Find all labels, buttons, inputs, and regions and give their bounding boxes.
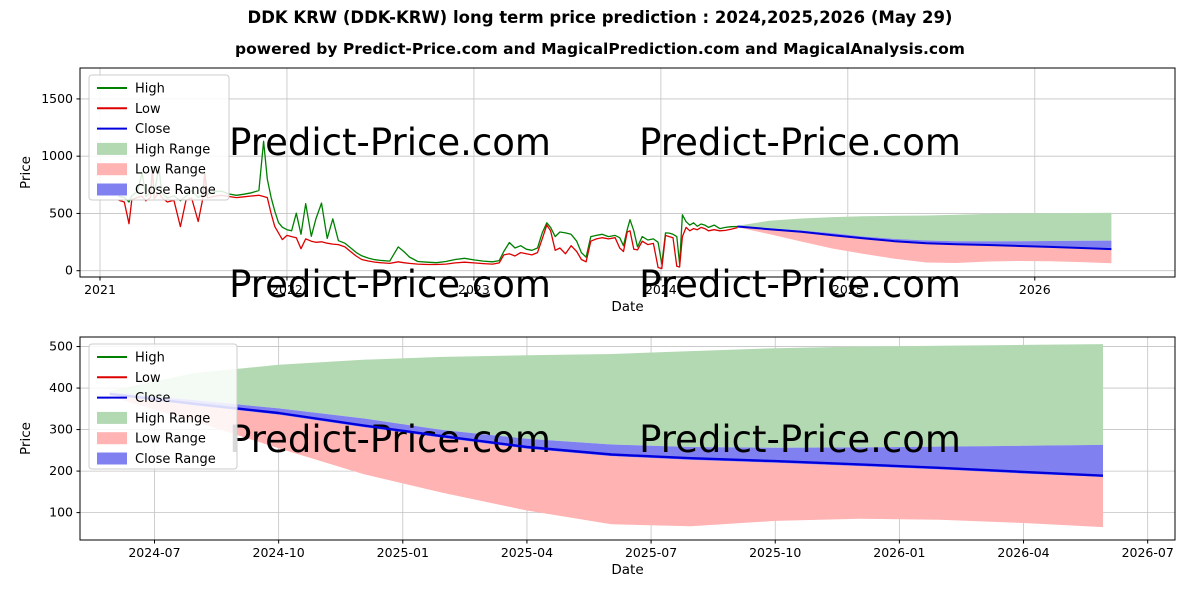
x-tick-label: 2025-07 <box>625 545 677 560</box>
legend-swatch-close-range <box>97 452 127 465</box>
x-tick-label: 2024-07 <box>128 545 180 560</box>
legend-label: High Range <box>135 411 210 426</box>
legend-item-close-range: Close Range <box>97 183 216 198</box>
legend-item-high-range: High Range <box>97 142 210 157</box>
x-tick-label: 2026 <box>1019 282 1051 297</box>
x-tick-label: 2025-04 <box>501 545 553 560</box>
figure-title: DDK KRW (DDK-KRW) long term price predic… <box>247 8 953 27</box>
legend-label: Low <box>135 371 161 386</box>
legend-label: Low Range <box>135 432 206 447</box>
y-tick-label: 1000 <box>41 148 73 163</box>
x-tick-label: 2026-01 <box>873 545 925 560</box>
legend-item-low: Low <box>97 102 161 117</box>
figure-subtitle: powered by Predict-Price.com and Magical… <box>235 40 965 58</box>
top-chart: 2021 2022 2023 2024 2025 2026 0 500 1000 1500 Pric… <box>18 67 1176 315</box>
y-tick-label: 100 <box>49 505 73 520</box>
y-tick-label: 300 <box>49 422 73 437</box>
x-tick-label: 2021 <box>84 282 116 297</box>
bottom-chart: 2024-07 2024-10 2025-01 2025-04 2025-07 2025-… <box>18 336 1176 578</box>
y-tick-label: 200 <box>49 463 73 478</box>
legend-label: High Range <box>135 142 210 157</box>
legend-item-close: Close <box>97 122 170 137</box>
legend-swatch-low-range <box>97 432 127 445</box>
x-tick-label: 2026-04 <box>997 545 1049 560</box>
legend-swatch-low-range <box>97 163 127 176</box>
watermark-text: Predict-Price.com <box>229 121 551 164</box>
x-tick-label: 2022 <box>271 282 303 297</box>
legend-label: Close <box>135 122 170 137</box>
close-line <box>737 225 1112 251</box>
legend-item-low-range: Low Range <box>97 432 206 447</box>
legend-item-high: High <box>97 351 165 366</box>
close-line <box>109 392 1104 477</box>
legend-label: Close Range <box>135 183 216 198</box>
legend-label: Close Range <box>135 452 216 467</box>
x-tick-label: 2025-01 <box>377 545 429 560</box>
legend-item-close: Close <box>97 391 170 406</box>
watermarks: Predict-Price.com Predict-Price.com Predic… <box>229 121 961 461</box>
x-tick-label: 2025-10 <box>749 545 801 560</box>
legend-item-low-range: Low Range <box>97 163 206 178</box>
watermark-text: Predict-Price.com <box>229 418 551 461</box>
watermark-text: Predict-Price.com <box>639 418 961 461</box>
x-axis-label: Date <box>611 562 643 578</box>
y-tick-label: 400 <box>49 380 73 395</box>
watermark-text: Predict-Price.com <box>639 263 961 306</box>
x-tick-label: 2026-07 <box>1122 545 1174 560</box>
watermark-text: Predict-Price.com <box>639 121 961 164</box>
legend-item-close-range: Close Range <box>97 452 216 467</box>
legend: High Low Close High Range Low Range Close Ran… <box>88 343 238 470</box>
y-axis-label: Price <box>18 156 34 189</box>
watermark-text: Predict-Price.com <box>229 263 551 306</box>
high-range-band <box>737 212 1112 242</box>
x-tick-label: 2024 <box>645 282 677 297</box>
bottom-chart-background <box>80 337 1175 540</box>
legend: High Low Close High Range Low Range Close Ran… <box>88 74 230 201</box>
x-axis-label: Date <box>611 299 643 315</box>
legend-label: Close <box>135 391 170 406</box>
legend-swatch-high-range <box>97 142 127 155</box>
legend-label: High <box>135 82 165 97</box>
legend-swatch-close-range <box>97 183 127 196</box>
low-range-band <box>109 394 1104 528</box>
high-range-band <box>109 344 1104 448</box>
legend-label: Low <box>135 102 161 117</box>
plot-border <box>79 67 1176 278</box>
close-range-band <box>737 226 1112 250</box>
x-tick-label: 2025 <box>832 282 864 297</box>
x-tick-label: 2023 <box>458 282 490 297</box>
plot-border <box>79 336 1176 541</box>
y-tick-label: 0 <box>65 263 73 278</box>
y-tick-label: 500 <box>49 339 73 354</box>
close-range-band <box>109 392 1104 477</box>
legend-label: Low Range <box>135 163 206 178</box>
top-chart-background <box>80 68 1175 277</box>
legend-item-high: High <box>97 82 165 97</box>
legend-swatch-high-range <box>97 411 127 424</box>
legend-item-high-range: High Range <box>97 411 210 426</box>
y-tick-label: 1500 <box>41 91 73 106</box>
y-tick-label: 500 <box>49 205 73 220</box>
x-tick-label: 2024-10 <box>253 545 305 560</box>
legend-item-low: Low <box>97 371 161 386</box>
y-axis-label: Price <box>18 422 34 455</box>
legend-label: High <box>135 351 165 366</box>
